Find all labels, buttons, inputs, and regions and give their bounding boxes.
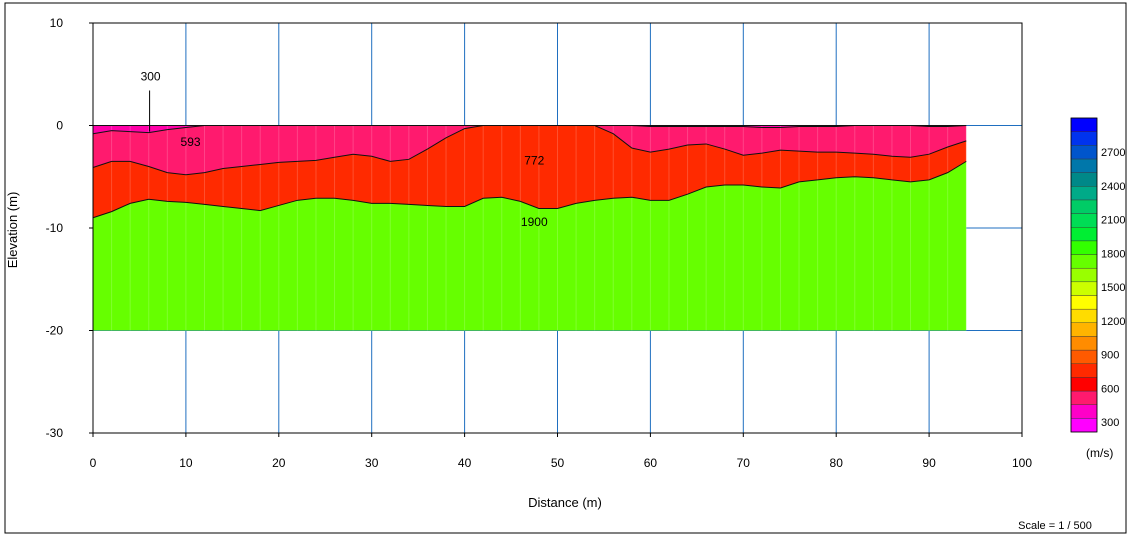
x-tick-label: 50 [551,456,565,470]
legend-swatch [1070,254,1098,269]
legend-swatch [1070,363,1098,378]
x-tick-label: 0 [90,456,97,470]
x-tick-label: 80 [830,456,844,470]
scale-text: Scale = 1 / 500 [1018,520,1092,532]
legend-swatch [1070,267,1098,283]
legend-swatch [1070,418,1098,433]
layer-boundaries [92,125,967,219]
legend-swatch [1070,131,1098,146]
x-tick-label: 30 [365,456,379,470]
velocity-section [93,125,967,331]
y-axis-label: Elevation (m) [5,192,20,269]
legend-swatch [1070,281,1098,296]
legend-swatch [1070,349,1098,364]
x-tick-label: 70 [737,456,751,470]
legend-label: 2700 [1101,147,1125,159]
legend-swatch [1070,336,1098,351]
legend-swatch [1070,117,1098,132]
x-tick-label: 20 [272,456,286,470]
legend-swatch [1070,308,1098,323]
x-tick-label: 40 [458,456,472,470]
boundary-line-2 [92,125,967,176]
layer-3-fill [93,161,967,331]
legend-label: 2100 [1101,215,1125,227]
legend-label: 900 [1101,350,1119,362]
legend-label: 2400 [1101,181,1125,193]
color-scale-legend: 2700 2400 2100 1800 1500 1200 900 600 300 [1070,117,1125,433]
y-tick-label: -20 [46,324,64,338]
x-tick-label: 100 [1012,456,1032,470]
annotations: 300 593 772 1900 [141,70,548,229]
layer-1-fill [93,125,967,175]
x-tick-label: 90 [922,456,936,470]
x-axis-label: Distance (m) [528,495,602,510]
layer-2-fill [93,125,967,218]
legend-label: 1500 [1101,282,1125,294]
legend-label: 1800 [1101,248,1125,260]
legend-unit: (m/s) [1086,446,1113,460]
top-band-fill [93,125,967,134]
x-tick-label: 60 [644,456,658,470]
legend-swatch [1070,404,1098,419]
y-tick-label: -10 [46,221,64,235]
legend-label: 1200 [1101,316,1125,328]
legend-label: 600 [1101,383,1119,395]
legend-swatch [1070,213,1098,228]
legend-swatch [1070,390,1098,405]
y-tick-label: 0 [56,119,63,133]
y-tick-label: 10 [50,16,64,30]
legend-swatch [1070,295,1098,310]
y-tick-label: -30 [46,426,64,440]
legend-swatch [1070,186,1098,201]
legend-swatch [1070,145,1098,160]
boundary-line-3 [92,160,967,219]
legend-swatch [1070,322,1098,337]
annotation-label: 1900 [521,215,548,229]
legend-frame [1070,117,1098,433]
legend-swatch [1070,158,1098,173]
x-tick-label: 10 [179,456,193,470]
legend-swatch [1070,377,1098,392]
annotation-label: 593 [181,135,201,149]
legend-label: 300 [1101,417,1119,429]
legend-swatch [1070,172,1098,187]
legend-swatch [1070,199,1098,214]
legend-swatch [1070,227,1098,242]
legend-swatch [1070,240,1098,255]
annotation-label: 300 [141,70,161,84]
annotation-label: 772 [524,153,544,167]
